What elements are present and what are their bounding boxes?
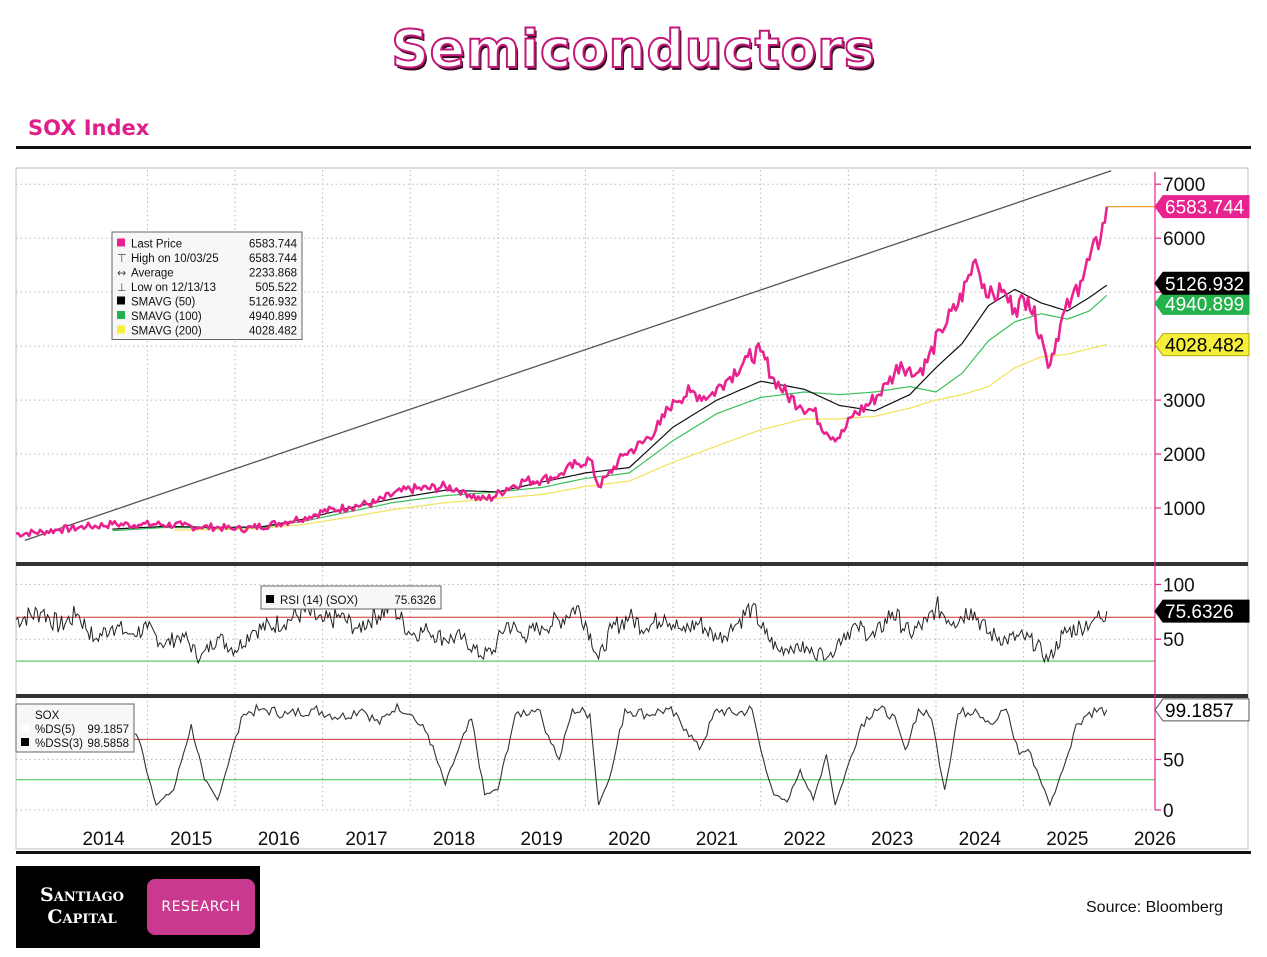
legend-label: Average [131,268,174,280]
legend-value: 98.5858 [87,738,129,750]
logo-line2: Capital [47,906,117,928]
value-badge [1154,195,1250,219]
y-tick-label: 7000 [1163,175,1205,196]
legend-marker [117,238,125,247]
value-badge-label: 6583.744 [1165,198,1245,219]
y-tick-label: 100 [1163,575,1195,596]
series-lines [15,170,1155,807]
x-tick-label: 2014 [82,829,125,850]
rsi-line [15,596,1108,665]
stochastic-legend [15,703,135,753]
stochastic-ds-line [15,702,1108,807]
x-tick-label: 2026 [1134,829,1176,850]
legend-value: 75.6326 [394,595,436,607]
legend-marker [117,325,125,334]
value-badge [1154,271,1250,295]
legends: Last Price 6583.744 ⊤ High on 10/03/25 6583.… [15,231,442,753]
y-tick-label: 50 [1163,630,1184,651]
santiago-capital-logo: Santiago Capital RESEARCH [16,866,260,948]
logo-text: Santiago Capital [20,884,144,928]
value-badge-label: 4940.899 [1165,294,1244,315]
last-price-line [15,206,1109,538]
legend-value: 6583.744 [249,253,298,265]
y-tick-label: 2000 [1163,445,1205,466]
y-tick-label: 1000 [1163,499,1205,520]
x-tick-label: 2019 [521,829,563,850]
x-tick-label: 2024 [959,829,1002,850]
legend-value: 2233.868 [249,268,297,280]
legend-marker: ⊤ [117,252,127,265]
value-badge [1154,333,1250,357]
legend-marker [117,296,125,305]
panel-frames [15,167,1249,850]
legend-label: SMAVG (200) [131,326,202,338]
legend-label: Last Price [131,239,182,251]
value-badge [1154,291,1250,315]
legend-label: %DS(5) [35,724,75,736]
x-tick-label: 2018 [433,829,475,850]
logo-line1: Santiago [40,884,124,906]
y-tick-label: 50 [1163,751,1184,772]
x-tick-label: 2025 [1046,829,1088,850]
bottom-divider [16,851,1251,854]
x-tick-label: 2020 [608,829,650,850]
legend-value: 6583.744 [249,239,298,251]
legend-marker [117,311,125,319]
legend-label: RSI (14) (SOX) [280,595,358,607]
y-tick-label: 3000 [1163,391,1205,412]
page-title: Semiconductors [390,19,876,81]
x-tick-label: 2015 [170,829,212,850]
x-tick-label: 2021 [696,829,738,850]
main-legend [111,231,303,340]
legend-label: %DSS(3) [35,738,83,750]
x-tick-label: 2022 [783,829,825,850]
x-tick-label: 2023 [871,829,913,850]
legend-marker [21,738,29,746]
legend-value: 99.1857 [87,724,129,736]
value-badge [1154,599,1250,623]
value-badge-label: 5126.932 [1165,274,1244,295]
legend-label: SOX [35,710,60,722]
x-tick-label: 2016 [258,829,300,850]
rsi-legend [260,585,442,610]
legend-label: High on 10/03/25 [131,253,219,265]
value-badge-label: 4028.482 [1165,336,1244,357]
top-divider [16,146,1251,149]
value-badge [1154,698,1250,722]
legend-value: 5126.932 [249,297,297,309]
y-tick-label: 6000 [1163,229,1205,250]
value-badge-label: 99.1857 [1165,701,1234,722]
x-tick-label: 2017 [345,829,387,850]
resistance-trendline [24,170,1112,542]
smavg-200-line [173,344,1107,531]
research-button[interactable]: RESEARCH [147,879,255,935]
chart-frame [15,167,1249,850]
legend-marker: ↔ [117,267,126,280]
value-badge-label: 75.6326 [1165,602,1234,623]
legend-marker [21,724,29,732]
y-tick-label: 0 [1163,801,1174,822]
source-note: Source: Bloomberg [1086,899,1223,916]
legend-value: 505.522 [255,282,297,294]
grid-lines [16,170,1155,811]
legend-marker [266,595,274,603]
chart-subtitle: SOX Index [28,116,150,140]
legend-marker: ⊥ [117,281,127,294]
legend-value: 4940.899 [249,311,297,323]
legend-label: SMAVG (50) [131,297,195,309]
legend-label: Low on 12/13/13 [131,282,216,294]
legend-value: 4028.482 [249,326,297,338]
legend-label: SMAVG (100) [131,311,202,323]
